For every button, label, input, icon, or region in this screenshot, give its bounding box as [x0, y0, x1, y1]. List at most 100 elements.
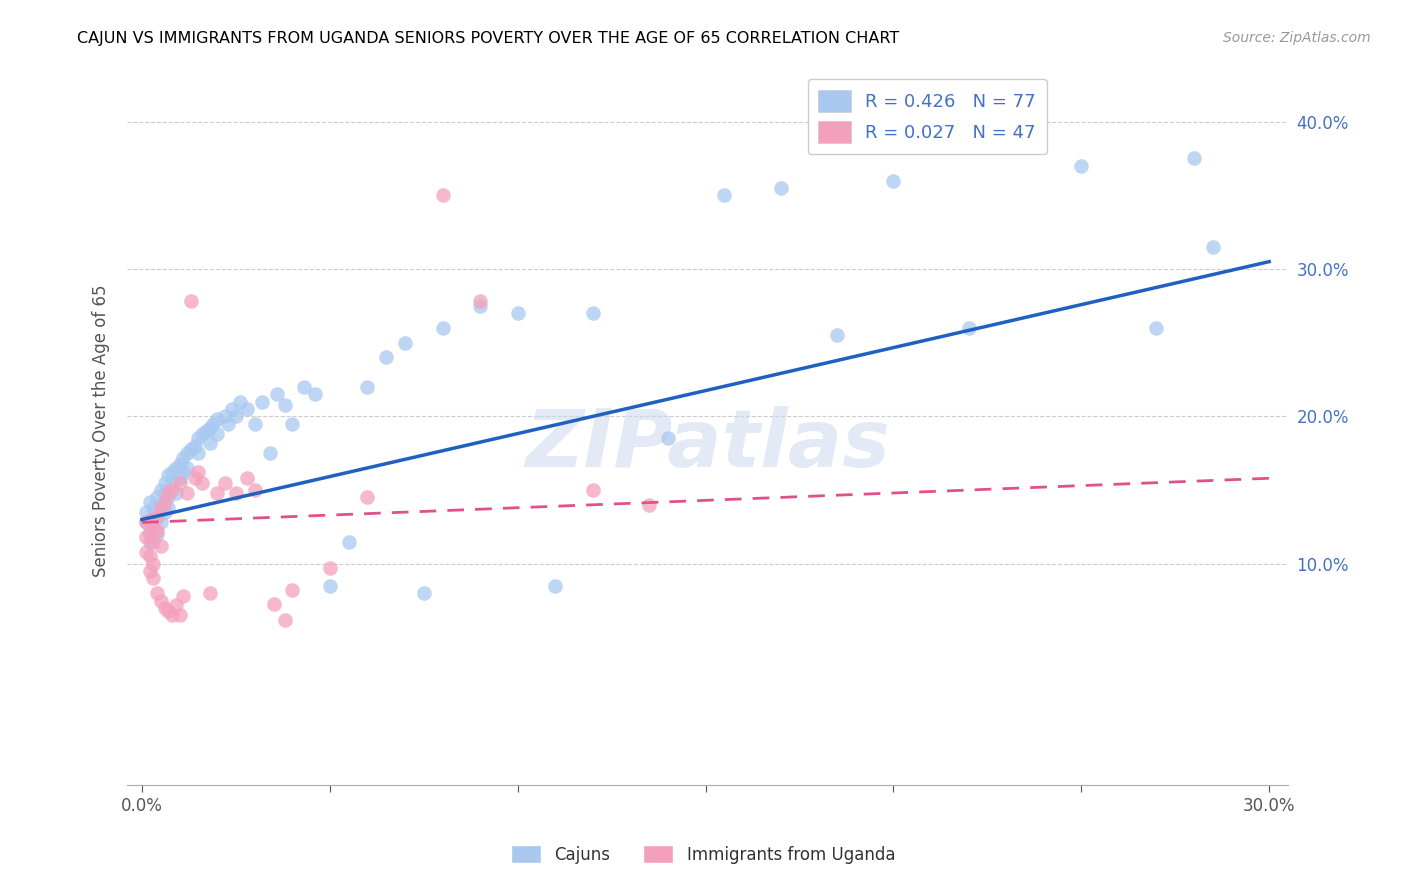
Point	[135, 516, 157, 530]
Text: CAJUN VS IMMIGRANTS FROM UGANDA SENIORS POVERTY OVER THE AGE OF 65 CORRELATION C: CAJUN VS IMMIGRANTS FROM UGANDA SENIORS …	[77, 31, 900, 46]
Point	[259, 446, 281, 460]
Point	[882, 173, 904, 187]
Point	[191, 427, 214, 442]
Point	[225, 486, 247, 500]
Point	[506, 306, 529, 320]
Point	[214, 475, 236, 490]
Point	[160, 608, 183, 623]
Point	[825, 328, 848, 343]
Point	[394, 335, 416, 350]
Point	[187, 446, 209, 460]
Legend: R = 0.426   N = 77, R = 0.027   N = 47: R = 0.426 N = 77, R = 0.027 N = 47	[807, 79, 1046, 154]
Point	[432, 321, 454, 335]
Point	[198, 421, 221, 435]
Point	[153, 505, 176, 519]
Point	[243, 417, 266, 431]
Point	[205, 412, 228, 426]
Point	[142, 520, 165, 534]
Point	[135, 530, 157, 544]
Point	[160, 483, 183, 497]
Point	[1182, 152, 1205, 166]
Point	[149, 539, 172, 553]
Point	[165, 486, 187, 500]
Point	[470, 294, 492, 309]
Point	[769, 181, 792, 195]
Point	[138, 495, 160, 509]
Point	[180, 442, 202, 456]
Legend: Cajuns, Immigrants from Uganda: Cajuns, Immigrants from Uganda	[505, 838, 901, 871]
Point	[138, 564, 160, 578]
Point	[176, 461, 198, 475]
Point	[176, 446, 198, 460]
Point	[176, 486, 198, 500]
Point	[149, 500, 172, 515]
Point	[304, 387, 326, 401]
Point	[236, 402, 259, 417]
Point	[292, 380, 315, 394]
Point	[582, 306, 605, 320]
Point	[1202, 240, 1225, 254]
Point	[657, 432, 679, 446]
Point	[138, 527, 160, 541]
Point	[470, 299, 492, 313]
Point	[319, 561, 342, 575]
Point	[135, 505, 157, 519]
Point	[319, 579, 342, 593]
Point	[266, 387, 288, 401]
Point	[157, 491, 180, 505]
Point	[142, 512, 165, 526]
Point	[191, 475, 214, 490]
Point	[149, 498, 172, 512]
Point	[138, 534, 160, 549]
Point	[205, 427, 228, 442]
Point	[142, 571, 165, 585]
Point	[252, 394, 274, 409]
Point	[217, 417, 239, 431]
Point	[274, 613, 297, 627]
Point	[160, 466, 183, 480]
Text: ZIPatlas: ZIPatlas	[524, 406, 890, 484]
Point	[281, 583, 304, 598]
Point	[142, 500, 165, 515]
Point	[356, 491, 378, 505]
Point	[412, 586, 434, 600]
Point	[582, 483, 605, 497]
Point	[214, 409, 236, 424]
Point	[146, 527, 169, 541]
Point	[149, 593, 172, 607]
Point	[153, 495, 176, 509]
Point	[146, 509, 169, 524]
Point	[157, 468, 180, 483]
Point	[236, 471, 259, 485]
Point	[153, 601, 176, 615]
Point	[157, 500, 180, 515]
Point	[149, 483, 172, 497]
Point	[274, 398, 297, 412]
Point	[142, 557, 165, 571]
Point	[198, 586, 221, 600]
Point	[432, 188, 454, 202]
Point	[135, 545, 157, 559]
Point	[194, 424, 217, 438]
Point	[157, 604, 180, 618]
Point	[228, 394, 250, 409]
Point	[375, 351, 398, 365]
Point	[142, 530, 165, 544]
Point	[138, 524, 160, 539]
Point	[957, 321, 980, 335]
Point	[263, 597, 285, 611]
Point	[172, 589, 194, 603]
Point	[142, 534, 165, 549]
Point	[1146, 321, 1168, 335]
Point	[187, 466, 209, 480]
Point	[153, 486, 176, 500]
Point	[169, 457, 191, 471]
Point	[180, 294, 202, 309]
Point	[138, 512, 160, 526]
Y-axis label: Seniors Poverty Over the Age of 65: Seniors Poverty Over the Age of 65	[93, 285, 110, 577]
Point	[138, 549, 160, 564]
Point	[713, 188, 735, 202]
Point	[544, 579, 567, 593]
Point	[142, 520, 165, 534]
Point	[183, 439, 205, 453]
